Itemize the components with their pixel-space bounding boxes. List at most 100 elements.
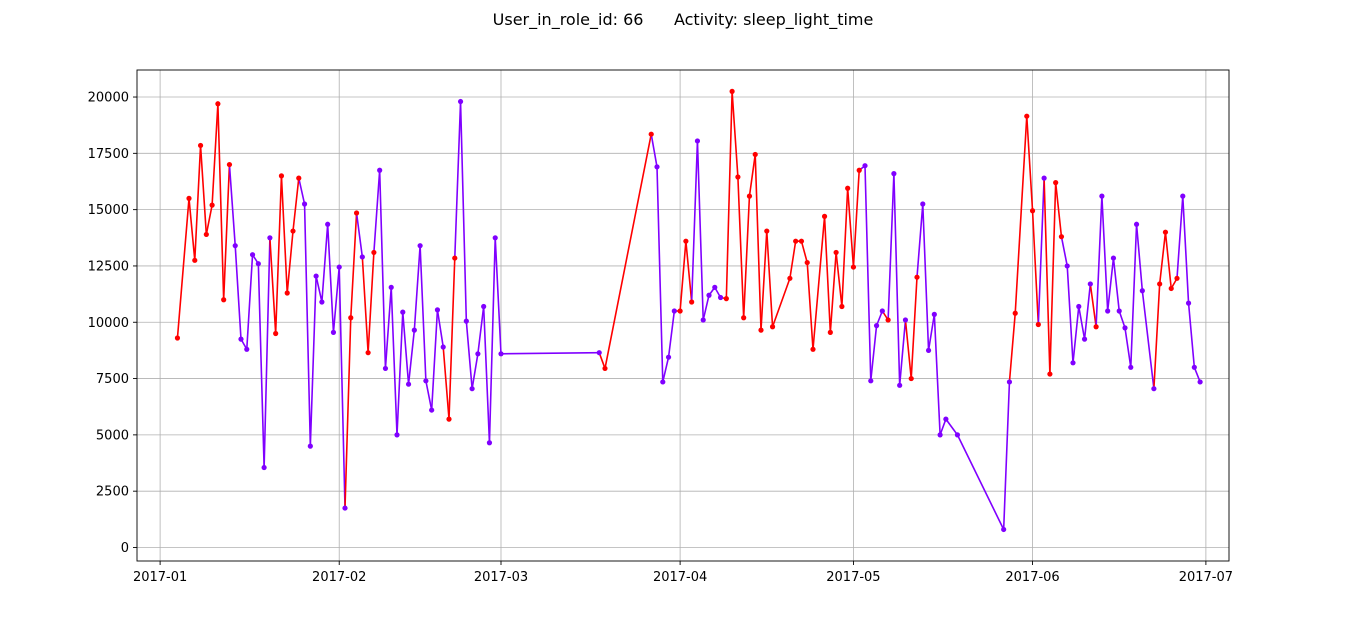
data-point <box>197 142 204 149</box>
chart-title: User_in_role_id: 66 Activity: sleep_ligh… <box>492 10 874 29</box>
data-point <box>255 261 261 267</box>
data-point <box>400 309 406 315</box>
data-point <box>319 299 325 305</box>
x-tick-label: 2017-06 <box>1005 570 1059 585</box>
data-point <box>873 323 880 329</box>
data-point <box>914 274 920 280</box>
data-point <box>365 350 371 356</box>
series-segment <box>1060 235 1069 267</box>
series-segment <box>1124 327 1132 369</box>
data-point <box>712 284 718 290</box>
data-point <box>261 464 267 471</box>
data-point <box>885 317 891 323</box>
series-segment <box>685 240 693 303</box>
data-point <box>215 101 221 107</box>
data-point <box>1197 379 1203 385</box>
data-point <box>833 249 839 256</box>
series-segment <box>442 346 450 420</box>
series-segment <box>396 311 404 436</box>
series-segment <box>667 310 676 358</box>
series-segment <box>1153 283 1161 390</box>
data-point <box>388 284 394 290</box>
data-point <box>290 228 296 234</box>
y-tick-label: 15000 <box>88 203 129 218</box>
data-point <box>677 308 683 314</box>
series-segment <box>257 262 265 469</box>
series-segment <box>465 320 473 390</box>
series-segment <box>1106 257 1115 312</box>
data-point <box>481 303 487 310</box>
data-point <box>1035 321 1041 328</box>
series-segment <box>349 212 358 319</box>
data-point <box>452 255 458 261</box>
series-segment <box>1089 283 1097 328</box>
data-point <box>1116 308 1122 314</box>
series-segment <box>280 175 289 294</box>
series-segment <box>650 133 658 168</box>
series-segment <box>737 176 745 319</box>
series-segment <box>1193 366 1201 383</box>
series-segment <box>245 253 254 351</box>
data-point <box>203 231 209 238</box>
series-segment <box>1072 305 1080 364</box>
y-tick-label: 2500 <box>96 485 129 500</box>
data-point <box>232 243 238 249</box>
data-point <box>348 315 354 321</box>
data-point <box>359 254 365 260</box>
data-point <box>596 350 602 356</box>
series-segment <box>390 286 398 436</box>
data-point <box>296 175 302 181</box>
series-segment <box>407 329 416 385</box>
data-point <box>1012 310 1018 316</box>
series-segment <box>841 187 849 308</box>
data-point <box>1070 360 1076 366</box>
series-segment <box>921 203 930 352</box>
series-segment <box>748 153 757 197</box>
data-point <box>943 416 949 422</box>
x-tick-label: 2017-07 <box>1179 570 1233 585</box>
series-segment <box>656 166 664 383</box>
series-segment <box>413 244 421 331</box>
data-point <box>1133 221 1140 227</box>
data-point <box>665 354 672 360</box>
data-point <box>492 235 498 241</box>
series-segment <box>754 153 762 331</box>
data-point <box>1093 324 1099 330</box>
series-segment <box>228 163 237 247</box>
data-point <box>850 264 857 270</box>
series-segment <box>1129 223 1138 369</box>
data-point <box>735 174 741 180</box>
data-point <box>897 382 903 388</box>
series-segment <box>598 351 606 370</box>
series-segment <box>425 380 433 411</box>
series-segment <box>771 277 791 328</box>
series-segment <box>378 169 387 370</box>
data-point <box>827 329 833 335</box>
data-point <box>1168 285 1174 292</box>
series-segment <box>765 230 774 328</box>
data-point <box>671 308 677 314</box>
series-segment <box>1187 302 1196 369</box>
series-segment <box>846 187 855 268</box>
series-segment <box>217 102 225 301</box>
data-point <box>1180 193 1186 199</box>
series-segment <box>176 197 190 339</box>
series-segment <box>1095 195 1103 328</box>
series-segment <box>829 251 837 334</box>
data-point <box>868 378 874 384</box>
data-point <box>1157 281 1163 287</box>
plot-frame <box>136 69 1230 562</box>
data-point <box>342 505 348 511</box>
series-segment <box>459 100 468 322</box>
data-point <box>463 318 469 324</box>
series-segment <box>1002 381 1011 531</box>
data-point <box>405 381 412 387</box>
data-point <box>284 290 290 296</box>
series-segment <box>1112 257 1121 312</box>
data-point <box>186 195 192 201</box>
data-point <box>1006 379 1013 385</box>
y-tick-label: 20000 <box>88 91 129 106</box>
series-segment <box>373 169 381 254</box>
series-segment <box>1066 265 1074 364</box>
